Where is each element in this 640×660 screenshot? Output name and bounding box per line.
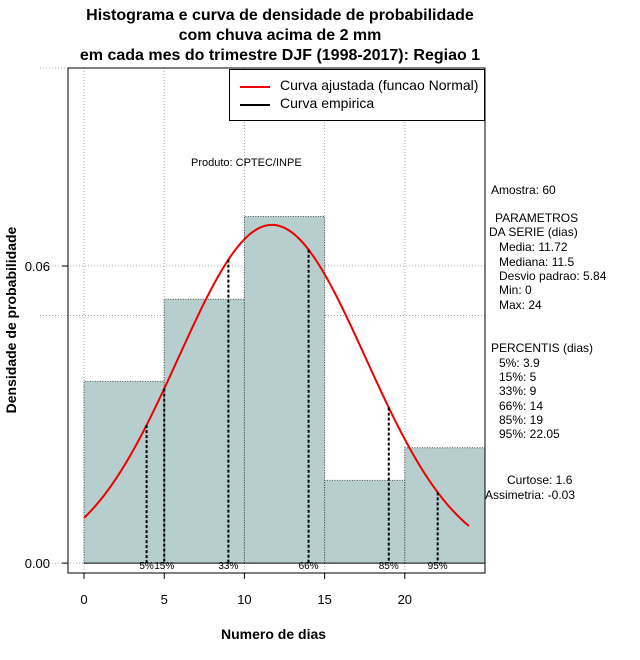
stat-assimetria: Assimetria: -0.03	[485, 488, 576, 502]
histogram-bar	[404, 447, 485, 564]
stat-mediana: Mediana: 11.5	[499, 255, 575, 269]
chart-title-line-2: com chuva acima de 2 mm	[178, 27, 382, 44]
histogram-bar	[244, 216, 325, 564]
x-tick-label: 5	[161, 592, 168, 607]
percentile-label-5: 5%	[139, 561, 154, 572]
percentile-label-15: 15%	[154, 561, 174, 572]
legend-item-normal: Curva ajustada (funcao Normal)	[230, 76, 484, 96]
percentile-label-33: 33%	[218, 561, 238, 572]
histogram-bar-outline	[324, 479, 406, 564]
y-tick-label: 0.06	[25, 259, 50, 274]
stat-media: Media: 11.72	[499, 240, 568, 254]
stat-p85: 85%: 19	[499, 413, 544, 427]
x-axis-label: Numero de dias	[221, 626, 327, 642]
percentile-label-95: 95%	[428, 561, 448, 572]
y-axis-label: Densidade de probabilidade	[3, 226, 19, 414]
legend: Curva ajustada (funcao Normal) Curva emp…	[229, 69, 485, 121]
plot-frame	[67, 67, 486, 574]
stat-p95: 95%: 22.05	[499, 427, 560, 441]
percentile-label-66: 66%	[299, 561, 319, 572]
normal-fit-curve	[83, 223, 470, 527]
legend-item-empirical: Curva empirica	[230, 94, 484, 114]
stat-parametros-title-2: DA SERIE (dias)	[489, 225, 578, 239]
histogram-bar	[324, 480, 405, 564]
stat-max: Max: 24	[499, 298, 542, 312]
stat-min: Min: 0	[499, 283, 532, 297]
x-tick-label: 20	[398, 592, 412, 607]
producer-label: Produto: CPTEC/INPE	[191, 157, 302, 169]
x-tick-label: 10	[237, 592, 251, 607]
stat-percentis-title: PERCENTIS (dias)	[491, 341, 594, 355]
legend-label-normal: Curva ajustada (funcao Normal)	[280, 77, 479, 93]
x-tick-label: 0	[80, 592, 87, 607]
stat-p15: 15%: 5	[499, 370, 537, 384]
legend-swatch-empirical	[240, 104, 270, 106]
legend-label-empirical: Curva empirica	[280, 95, 375, 111]
histogram-bar	[84, 381, 165, 564]
stat-curtose: Curtose: 1.6	[507, 473, 573, 487]
stat-p33: 33%: 9	[499, 384, 537, 398]
histogram-bar	[164, 299, 245, 564]
percentile-label-85: 85%	[379, 561, 399, 572]
legend-swatch-normal	[240, 86, 270, 88]
stat-p5: 5%: 3.9	[499, 356, 540, 370]
histogram-bar-outline	[243, 216, 326, 564]
stat-desvio: Desvio padrao: 5.84	[499, 269, 607, 283]
x-tick-label: 15	[317, 592, 331, 607]
y-tick-label: 0.00	[25, 556, 50, 571]
stat-p66: 66%: 14	[499, 399, 544, 413]
chart-title-line-1: Histograma e curva de densidade de proba…	[86, 7, 474, 24]
stat-amostra: Amostra: 60	[491, 183, 556, 197]
stat-parametros-title-1: PARAMETROS	[495, 211, 579, 225]
chart-title-line-3: em cada mes do trimestre DJF (1998-2017)…	[79, 47, 481, 64]
